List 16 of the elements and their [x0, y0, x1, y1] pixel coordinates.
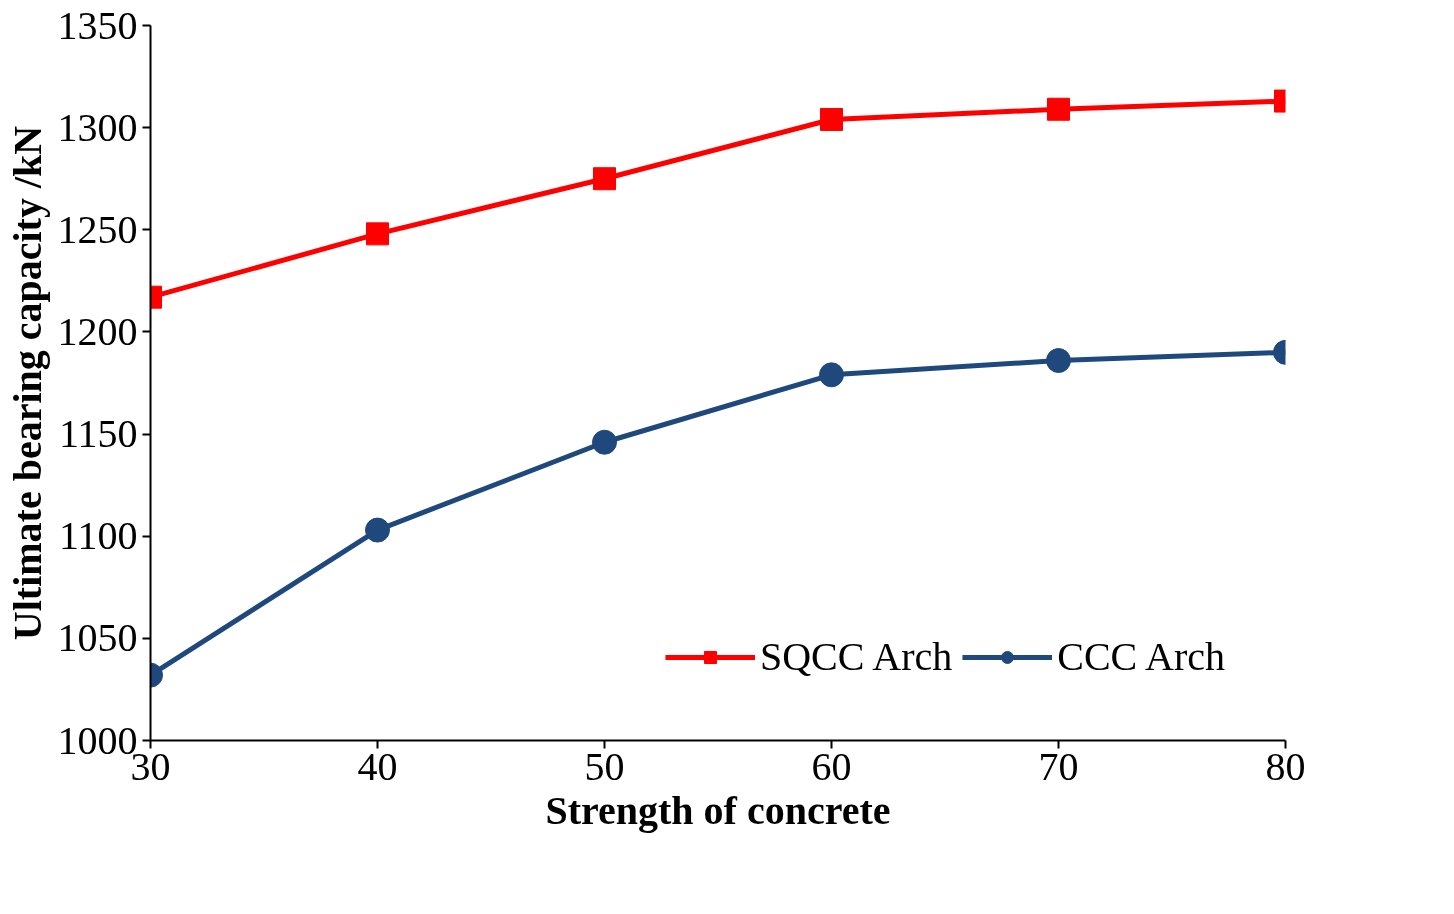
y-tick-label: 1150	[58, 411, 138, 457]
legend-label: CCC Arch	[1057, 633, 1225, 680]
y-tick-label: 1250	[57, 206, 138, 252]
x-tick-label: 40	[357, 743, 398, 789]
y-tick-label: 1200	[57, 308, 138, 354]
y-tick-label: 1300	[57, 104, 138, 150]
x-tick-label: 70	[1038, 743, 1079, 789]
x-tick-label: 60	[811, 743, 852, 789]
y-tick-label: 1350	[57, 2, 138, 48]
y-tick-label: 1050	[57, 615, 138, 661]
y-axis-title: Ultimate bearing capacity /kN	[4, 125, 50, 641]
legend-label: SQCC Arch	[759, 633, 953, 680]
y-tick-label: 1100	[58, 513, 138, 559]
x-tick-label: 50	[584, 743, 625, 789]
x-tick-label: 80	[1265, 743, 1306, 789]
x-axis-title: Strength of concrete	[545, 787, 891, 833]
